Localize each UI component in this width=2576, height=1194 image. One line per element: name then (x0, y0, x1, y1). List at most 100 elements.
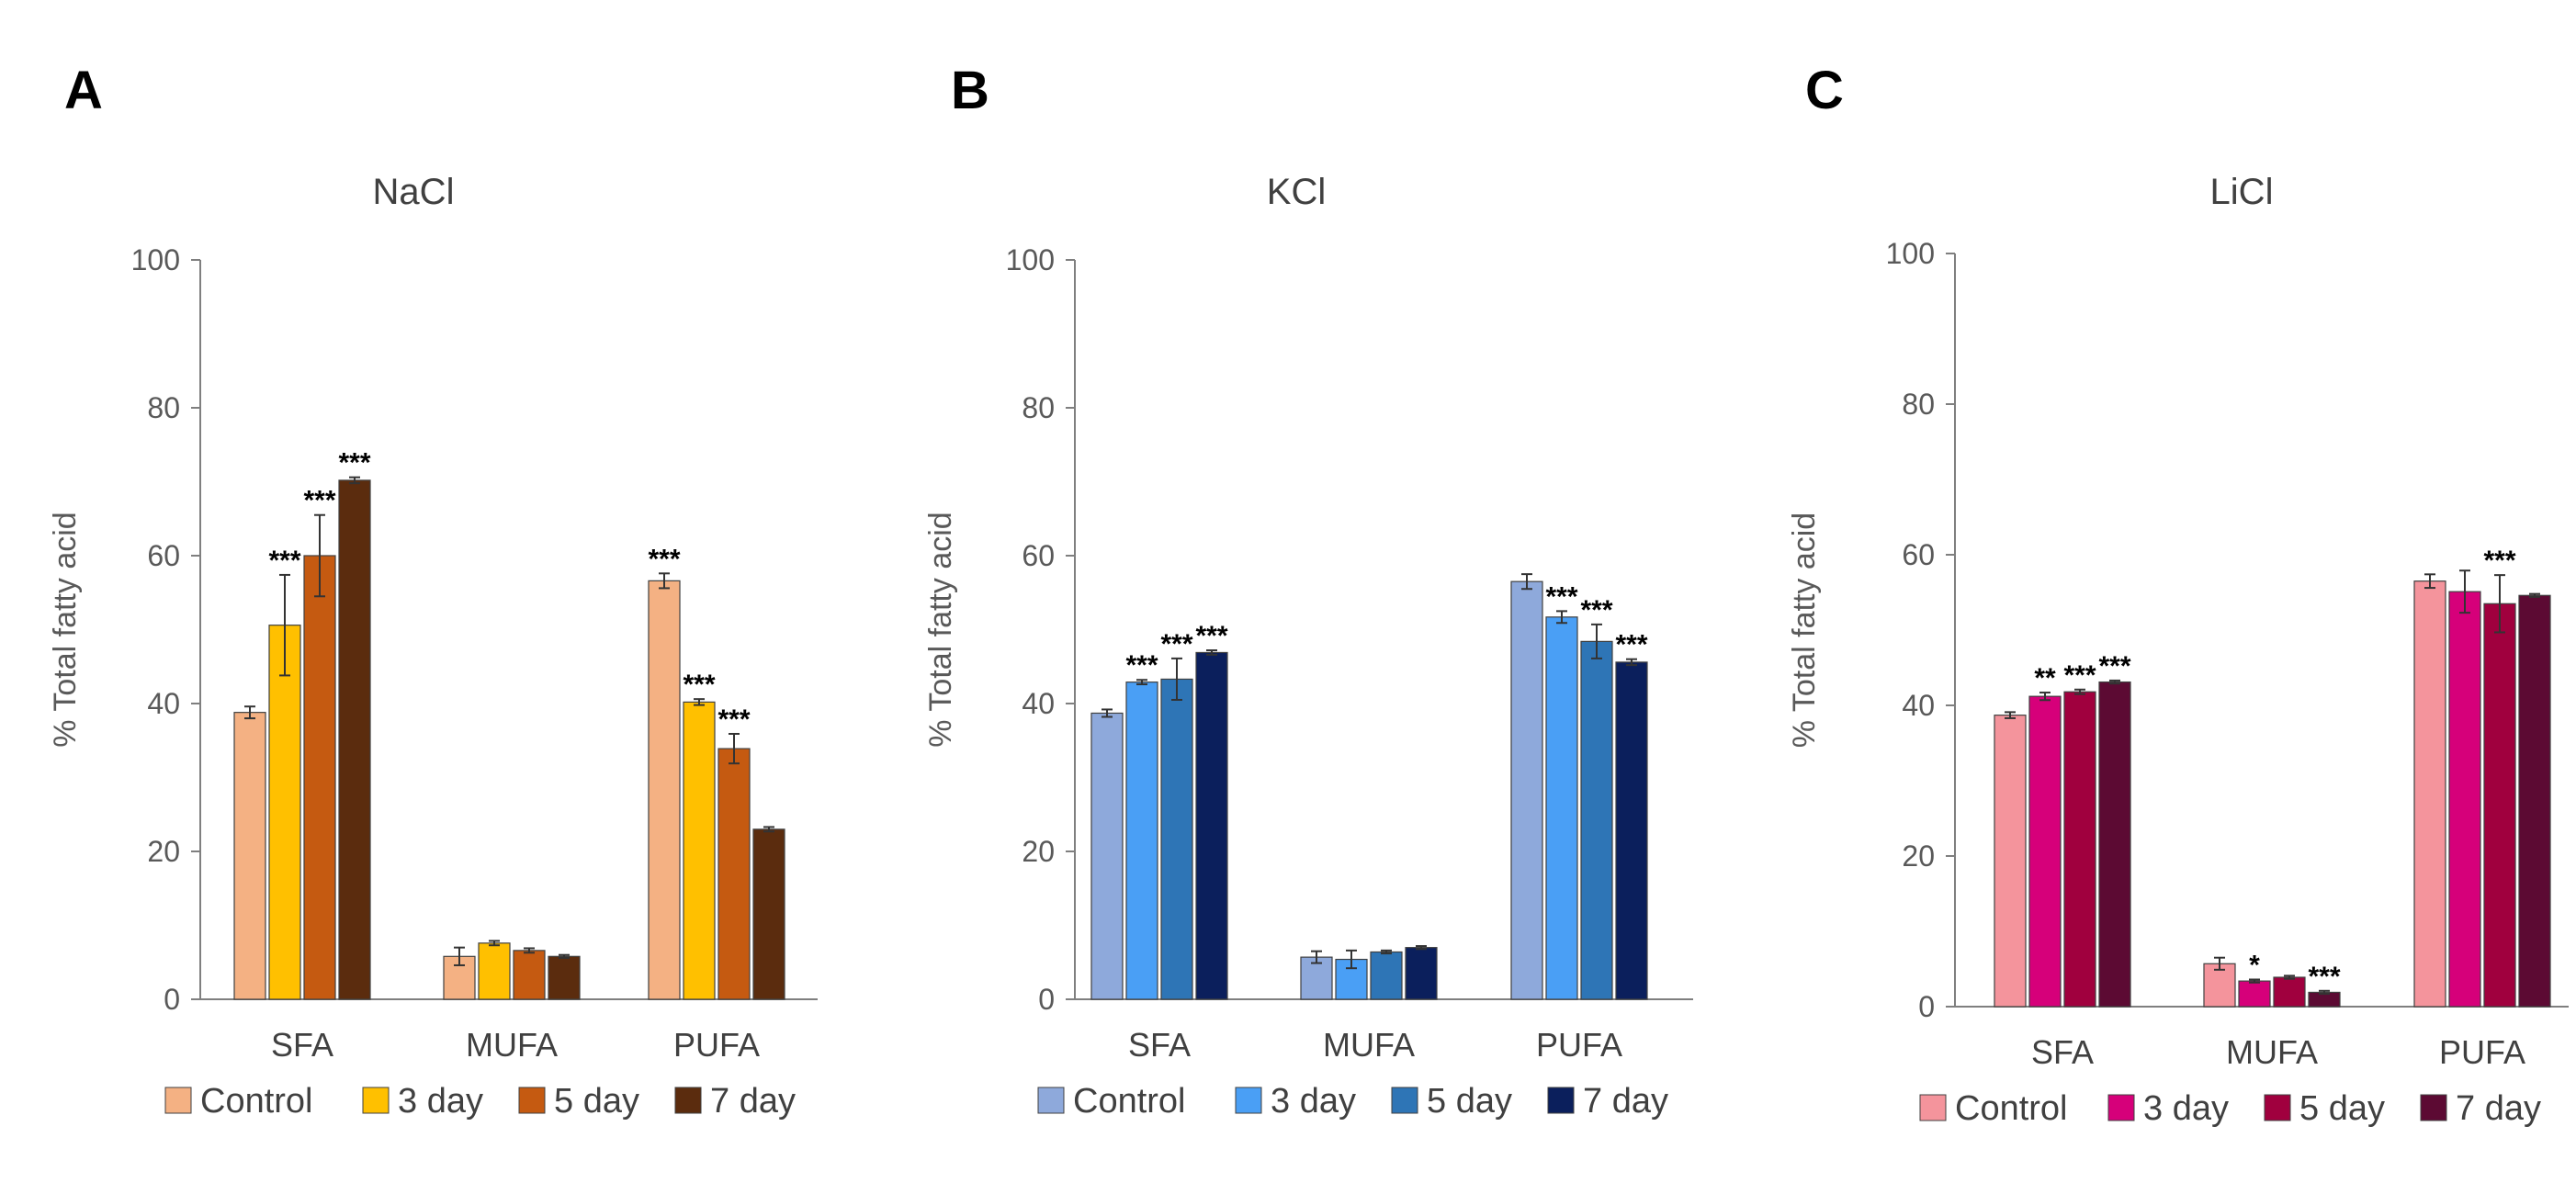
bar (1615, 661, 1648, 1000)
bar (2098, 681, 2131, 1008)
significance-label: *** (2098, 651, 2130, 681)
bar (1510, 580, 1543, 1000)
chart-title: LiCl (2210, 172, 2274, 212)
bar (513, 950, 546, 1000)
bar (1125, 681, 1158, 1000)
significance-label: *** (1545, 581, 1577, 612)
bar (478, 942, 511, 1000)
significance-label: *** (1125, 650, 1158, 681)
bar (2413, 580, 2446, 1008)
bar (1090, 712, 1124, 1000)
bar-group: ****************** (1090, 573, 1648, 1000)
bar (1994, 715, 2027, 1008)
panel-letter: B (951, 61, 989, 120)
bar (338, 479, 371, 1000)
legend-swatch (2107, 1094, 2135, 1121)
y-tick-label: 100 (1006, 243, 1055, 276)
y-tick-label: 100 (1886, 237, 1935, 270)
bar-group: ****************** (233, 448, 785, 1000)
y-tick-label: 40 (1022, 687, 1055, 720)
significance-label: *** (717, 704, 750, 735)
y-axis-title: % Total fatty acid (48, 512, 83, 747)
significance-label: *** (338, 448, 370, 479)
bar (1580, 640, 1613, 1000)
chart-title: NaCl (373, 172, 455, 212)
legend-swatch (1235, 1087, 1262, 1114)
bar (2028, 695, 2062, 1008)
y-axis-title: % Total fatty acid (1787, 513, 1822, 748)
legend-swatch (164, 1087, 192, 1114)
bar (1160, 678, 1193, 1000)
significance-label: *** (2483, 546, 2515, 576)
bar (752, 828, 785, 1000)
significance-label: *** (648, 544, 680, 574)
bar (2238, 980, 2271, 1008)
legend-swatch (1037, 1087, 1065, 1114)
bar (2518, 594, 2551, 1008)
y-axis: 0 20 40 60 80 100 % Total fatty acid (923, 243, 1076, 1016)
chart-panel-a: A NaCl 0 20 40 60 80 100 % Total fatty acid SFA MU… (48, 61, 818, 1121)
bar (1405, 947, 1438, 1000)
significance-label: *** (1195, 621, 1227, 651)
y-tick-label: 40 (147, 687, 180, 720)
legend-label: Control (1073, 1082, 1186, 1121)
bar (2063, 691, 2096, 1008)
panel-letter: A (64, 61, 103, 120)
significance-label: *** (1615, 630, 1647, 660)
significance-label: *** (683, 670, 715, 700)
bar (2273, 976, 2306, 1008)
y-tick-label: 80 (1022, 391, 1055, 424)
category-label: SFA (1128, 1026, 1191, 1064)
chart-panel-c: C LiCl 0 20 40 60 80 100 % Total fatty acid SFA MU… (1787, 61, 2569, 1128)
category-label: MUFA (466, 1026, 558, 1064)
y-axis-title: % Total fatty acid (923, 512, 958, 747)
bar (268, 625, 301, 1000)
legend-swatch (362, 1087, 390, 1114)
y-tick-label: 0 (1038, 983, 1055, 1016)
significance-label: ** (2034, 663, 2056, 693)
y-tick-label: 20 (147, 835, 180, 868)
legend-label: 7 day (2456, 1089, 2541, 1128)
legend-swatch (674, 1087, 702, 1114)
legend-label: Control (1955, 1089, 2068, 1128)
legend-label: Control (200, 1082, 313, 1121)
legend-swatch (1391, 1087, 1418, 1114)
y-tick-label: 60 (1902, 538, 1935, 571)
legend-label: 5 day (2299, 1089, 2385, 1128)
legend: Control 3 day 5 day 7 day (1919, 1089, 2541, 1128)
legend-label: 7 day (710, 1082, 796, 1121)
bar (717, 748, 751, 1000)
bar (233, 712, 266, 1000)
y-axis: 0 20 40 60 80 100 % Total fatty acid (48, 243, 201, 1016)
significance-label: *** (1160, 629, 1192, 659)
chart-panel-b: B KCl 0 20 40 60 80 100 % Total fatty acid SFA MUF… (923, 61, 1693, 1121)
legend-label: 3 day (398, 1082, 483, 1121)
legend-swatch (518, 1087, 546, 1114)
bar (683, 701, 716, 1000)
category-label: PUFA (673, 1026, 760, 1064)
y-tick-label: 20 (1022, 835, 1055, 868)
significance-label: *** (303, 486, 335, 516)
legend-swatch (2264, 1094, 2291, 1121)
y-tick-label: 100 (131, 243, 180, 276)
significance-label: *** (1580, 595, 1612, 625)
panel-letter: C (1805, 61, 1844, 120)
y-tick-label: 60 (147, 539, 180, 572)
y-tick-label: 80 (147, 391, 180, 424)
y-tick-label: 0 (164, 983, 180, 1016)
y-tick-label: 20 (1902, 839, 1935, 873)
category-label: PUFA (2439, 1033, 2525, 1071)
legend-label: 7 day (1583, 1082, 1668, 1121)
bar (1300, 956, 1333, 1000)
bar-group: ** *** **** ****** (1994, 546, 2551, 1008)
significance-label: *** (2063, 660, 2096, 691)
category-label: SFA (271, 1026, 333, 1064)
legend-swatch (1919, 1094, 1947, 1121)
legend-label: 3 day (2143, 1089, 2229, 1128)
bar (1545, 616, 1578, 1000)
significance-label: * (2249, 950, 2260, 980)
bar (1195, 651, 1228, 1000)
legend-swatch (1547, 1087, 1575, 1114)
legend: Control 3 day 5 day 7 day (1037, 1082, 1668, 1121)
